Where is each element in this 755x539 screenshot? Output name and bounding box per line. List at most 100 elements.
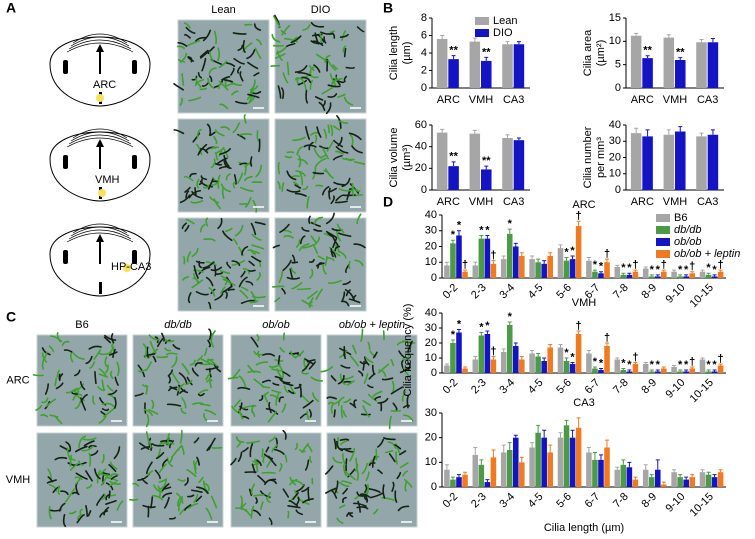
cilium [377, 438, 385, 448]
error-bar [718, 469, 723, 473]
cilium [189, 359, 196, 366]
cilium [278, 463, 283, 472]
cilium [179, 389, 186, 395]
cilium [313, 228, 323, 232]
cilium [399, 366, 411, 374]
cilium [277, 355, 281, 365]
bar [604, 346, 610, 373]
significance-marker: ** [482, 155, 491, 167]
cilium [83, 440, 95, 447]
error-bar [678, 57, 683, 60]
cilium [284, 155, 293, 159]
cilium [268, 363, 281, 368]
cilium [227, 288, 235, 292]
y-tick-label: 0 [431, 272, 437, 284]
y-tick-label: 0 [431, 367, 437, 379]
cilium [268, 517, 273, 526]
error-bar [634, 127, 639, 134]
bar [711, 477, 718, 487]
y-tick-label: 30 [425, 322, 437, 334]
cilium [243, 175, 253, 182]
bar [707, 42, 719, 88]
error-bar [718, 363, 723, 366]
cilium [285, 42, 296, 48]
error-bar [450, 476, 455, 480]
cilium [179, 97, 183, 106]
cilium [391, 380, 395, 393]
error-bar [456, 474, 461, 478]
x-tick-label: CA3 [697, 196, 718, 208]
cilium [167, 369, 174, 377]
bar [444, 469, 450, 487]
error-bar [643, 362, 648, 364]
cilium [141, 384, 149, 388]
cilium [324, 54, 331, 64]
cilium [272, 382, 280, 386]
cilium [377, 469, 383, 475]
bar [444, 265, 450, 278]
region-highlight [123, 264, 131, 272]
cilium [225, 62, 236, 68]
cilium [234, 224, 244, 237]
brain-line [68, 134, 132, 145]
panel-label: D [383, 194, 393, 210]
cilium [272, 244, 280, 249]
cilium [327, 84, 341, 88]
cilium [310, 235, 317, 243]
cilium [245, 280, 254, 286]
significance-marker: * [656, 359, 661, 371]
cilium [201, 57, 207, 72]
cilium [251, 255, 262, 263]
ventricle [96, 139, 104, 169]
cilium [185, 218, 195, 225]
significance-marker: * [678, 264, 683, 276]
cilium [183, 175, 194, 182]
cilium [266, 459, 272, 468]
ventricle [63, 60, 68, 74]
cilium [220, 286, 226, 295]
cilium [207, 77, 215, 89]
cilium [199, 87, 208, 91]
ventricle [132, 250, 137, 264]
cilium [156, 355, 169, 359]
cilium [243, 163, 247, 176]
cilium [349, 447, 356, 462]
cilium [335, 194, 344, 202]
column-label: ob/ob + leptin [339, 319, 405, 331]
cilium [222, 230, 233, 242]
cilium [399, 462, 409, 469]
cilium [294, 184, 302, 189]
bar [472, 454, 479, 487]
cilium [196, 178, 200, 189]
cilium [333, 409, 336, 418]
significance-marker: * [457, 318, 462, 330]
cilium [343, 398, 352, 404]
cilium [341, 177, 351, 188]
cilium [296, 287, 312, 291]
error-bar [645, 55, 650, 59]
cilium [284, 454, 288, 463]
bar [671, 271, 677, 278]
cilium [267, 492, 272, 500]
cilium [50, 335, 63, 343]
cilium [294, 350, 305, 358]
cilium [246, 440, 261, 444]
cilium [189, 172, 197, 178]
cilium [253, 23, 262, 31]
cilium [208, 67, 217, 75]
error-bar [666, 129, 671, 135]
cilium [338, 187, 353, 192]
cilium [231, 90, 239, 96]
cilium [372, 351, 378, 359]
cilium [371, 455, 376, 468]
cilium [193, 493, 199, 504]
bar [535, 432, 541, 487]
cilium [138, 369, 147, 373]
cilium [231, 259, 246, 266]
cilium [263, 393, 269, 403]
cilium [112, 348, 116, 359]
error-bar [633, 362, 638, 364]
cilium [54, 377, 58, 387]
cilium [97, 386, 105, 392]
significance-marker: * [485, 320, 490, 332]
